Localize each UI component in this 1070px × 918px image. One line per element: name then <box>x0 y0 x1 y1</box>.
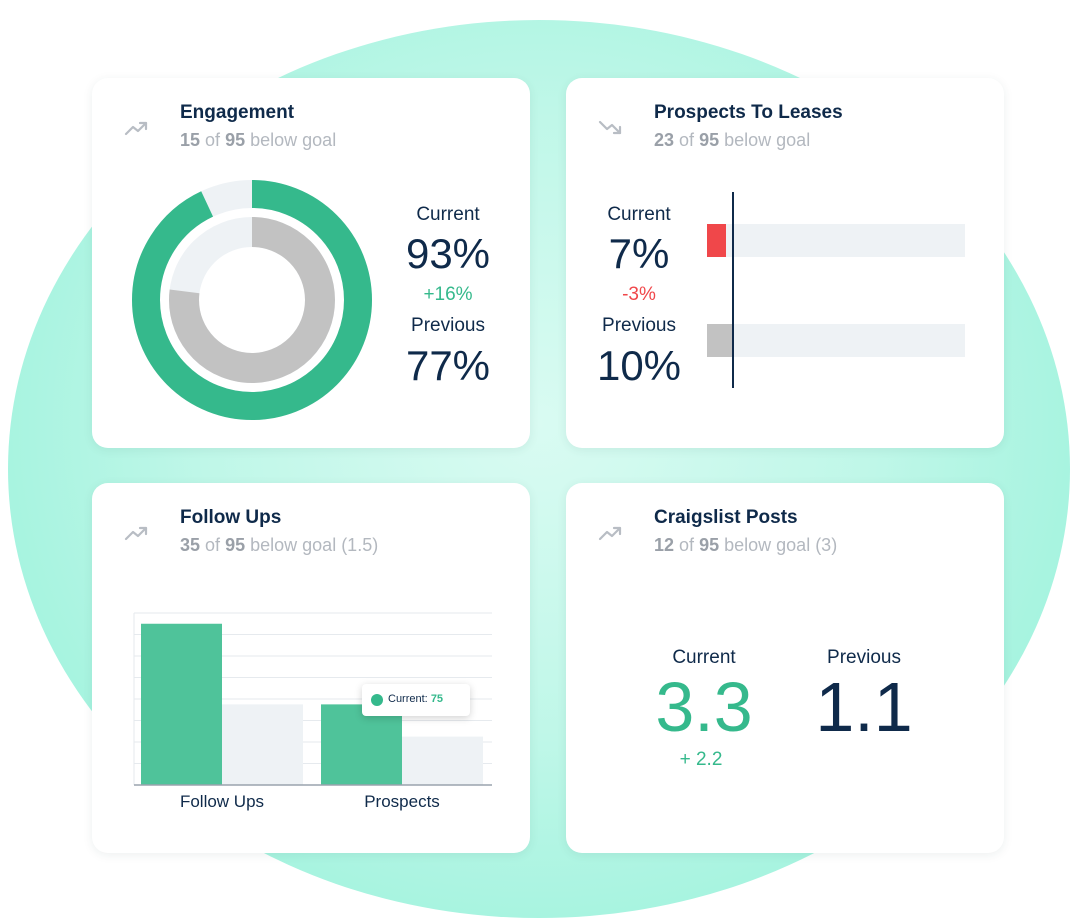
trend-up-icon <box>598 526 622 541</box>
follow-ups-bar-chart: Follow Ups Prospects <box>133 612 492 811</box>
previous-value: 77% <box>405 342 491 389</box>
previous-bar-track <box>707 324 965 357</box>
previous-ring <box>169 217 335 383</box>
craigslist-posts-card[interactable]: Craigslist Posts 12 of 95 below goal (3)… <box>566 483 1004 853</box>
prospects-to-leases-card[interactable]: Prospects To Leases 23 of 95 below goal … <box>566 78 1004 448</box>
current-label: Current <box>607 204 671 225</box>
current-label: Current <box>672 647 736 668</box>
current-value: 93% <box>405 230 491 277</box>
change-value: -3% <box>622 284 656 305</box>
engagement-donut-chart <box>132 180 372 420</box>
card-subtitle: 23 of 95 below goal <box>654 130 811 150</box>
bar <box>402 736 483 785</box>
card-title: Craigslist Posts <box>654 507 798 528</box>
previous-label: Previous <box>827 647 901 668</box>
card-title: Follow Ups <box>180 507 282 528</box>
change-value: +16% <box>423 284 473 305</box>
current-ring <box>132 180 372 420</box>
engagement-card[interactable]: Engagement 15 of 95 below goal Current 9… <box>92 78 530 448</box>
tooltip-value: 75 <box>430 693 444 705</box>
x-tick-label: Follow Ups <box>180 792 264 811</box>
tooltip-dot <box>371 694 383 706</box>
bar <box>141 623 222 785</box>
follow-ups-card[interactable]: Follow Ups 35 of 95 below goal (1.5) Fol… <box>92 483 530 853</box>
trend-up-icon <box>124 526 148 541</box>
tooltip-label: Current: <box>388 693 428 705</box>
current-bar-track <box>707 224 965 257</box>
bar <box>222 704 303 785</box>
card-subtitle: 12 of 95 below goal (3) <box>654 535 838 555</box>
bar <box>321 704 402 785</box>
card-title: Prospects To Leases <box>654 102 843 123</box>
trend-down-icon <box>598 120 622 135</box>
zero-baseline <box>732 192 734 388</box>
current-value: 7% <box>608 230 670 277</box>
previous-label: Previous <box>411 315 485 336</box>
current-bar <box>707 224 726 257</box>
change-value: + 2.2 <box>679 749 723 770</box>
current-label: Current <box>416 204 480 225</box>
card-title: Engagement <box>180 102 295 123</box>
previous-bar <box>707 324 733 357</box>
current-value: 3.3 <box>655 668 753 746</box>
previous-value: 1.1 <box>815 668 913 746</box>
previous-value: 10% <box>596 342 682 389</box>
x-tick-label: Prospects <box>364 792 440 811</box>
card-subtitle: 15 of 95 below goal <box>180 130 337 150</box>
previous-label: Previous <box>602 315 676 336</box>
card-subtitle: 35 of 95 below goal (1.5) <box>180 535 379 555</box>
tooltip: Current: 75 <box>362 684 470 716</box>
trend-up-icon <box>124 121 148 136</box>
